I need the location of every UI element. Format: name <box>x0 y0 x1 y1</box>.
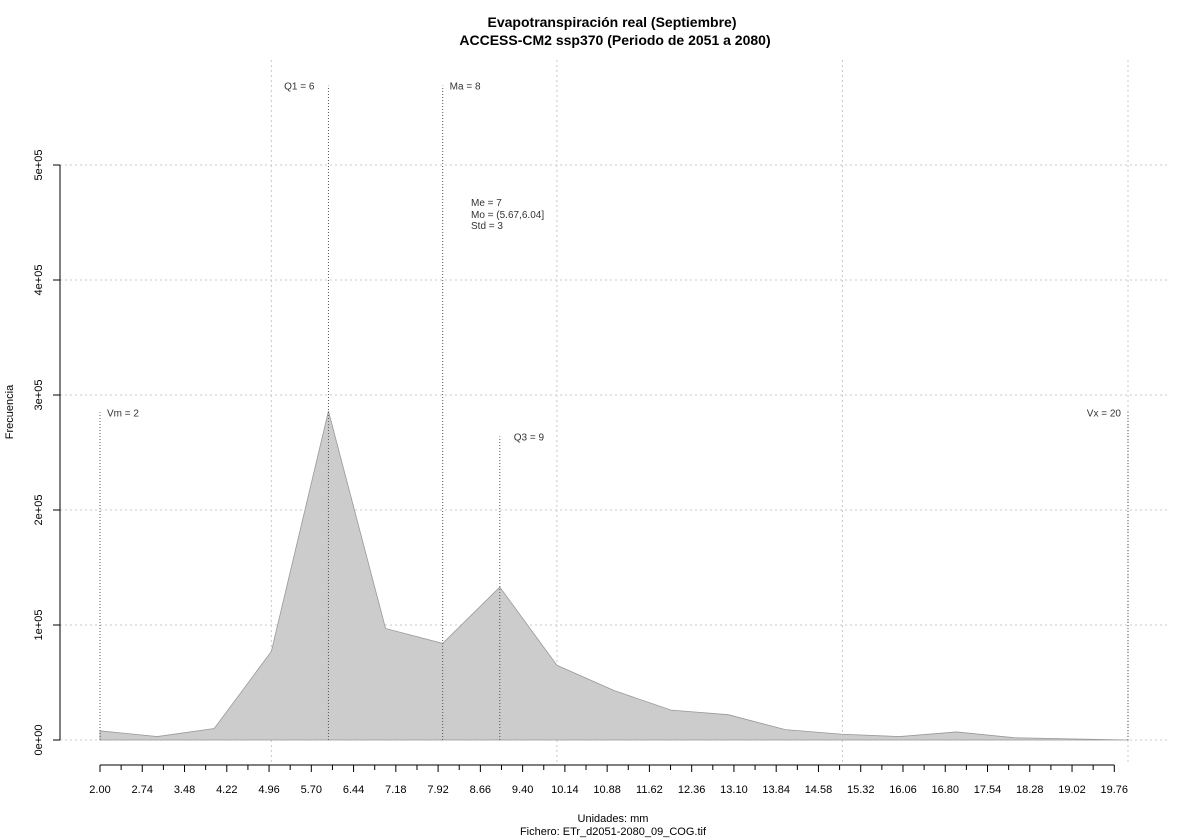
stat-mode: Mo = (5.67,6.04] <box>471 210 544 221</box>
stat-label: Q3 = 9 <box>514 432 545 443</box>
x-tick-label: 4.96 <box>258 784 279 796</box>
x-tick-label: 13.10 <box>720 784 748 796</box>
stat-label: Ma = 8 <box>450 82 481 93</box>
x-tick-label: 9.40 <box>512 784 533 796</box>
x-tick-label: 16.80 <box>931 784 959 796</box>
grid-layer <box>60 60 1170 765</box>
chart-title: Evapotranspiración real (Septiembre) <box>488 14 737 30</box>
x-tick-label: 7.92 <box>427 784 448 796</box>
stat-median: Me = 7 <box>471 198 502 209</box>
x-tick-label: 12.36 <box>678 784 706 796</box>
x-tick-label: 8.66 <box>470 784 491 796</box>
x-tick-label: 6.44 <box>343 784 364 796</box>
x-tick-label: 10.88 <box>593 784 621 796</box>
stat-std: Std = 3 <box>471 221 503 232</box>
axes: 0e+00 1e+05 2e+05 3e+05 4e+05 5e+05 2.00 2.74 3.… <box>33 150 1128 796</box>
x-tick-label: 7.18 <box>385 784 406 796</box>
x-tick-label: 10.14 <box>551 784 579 796</box>
stat-label: Vx = 20 <box>1087 408 1122 419</box>
x-tick-label: 19.02 <box>1058 784 1086 796</box>
y-tick-label: 2e+05 <box>33 495 45 526</box>
x-tick-label: 15.32 <box>847 784 875 796</box>
x-tick-label: 18.28 <box>1016 784 1044 796</box>
x-tick-label: 3.48 <box>174 784 195 796</box>
stat-label: Q1 = 6 <box>284 82 315 93</box>
x-tick-label: 13.84 <box>762 784 790 796</box>
x-tick-label: 4.22 <box>216 784 237 796</box>
x-tick-label: 11.62 <box>636 784 663 796</box>
series-area <box>99 410 1129 741</box>
area-layer <box>99 410 1129 741</box>
x-axis-label: Unidades: mm <box>578 813 649 825</box>
y-tick-label: 4e+05 <box>33 265 45 296</box>
x-tick-label: 5.70 <box>301 784 322 796</box>
x-tick-label: 17.54 <box>974 784 1002 796</box>
x-tick-label: 2.74 <box>132 784 153 796</box>
y-tick-label: 1e+05 <box>33 610 45 641</box>
y-tick-label: 3e+05 <box>33 380 45 411</box>
x-tick-label: 19.76 <box>1101 784 1129 796</box>
y-tick-label: 5e+05 <box>33 150 45 181</box>
y-axis-label: Frecuencia <box>4 384 16 439</box>
chart-subtitle: ACCESS-CM2 ssp370 (Periodo de 2051 a 208… <box>459 32 770 48</box>
stat-lines: Vm = 2 Q1 = 6 Ma = 8 Q3 = 9 Vx = 20 <box>99 82 1129 740</box>
x-tick-label: 16.06 <box>889 784 917 796</box>
file-label: Fichero: ETr_d2051-2080_09_COG.tif <box>520 826 707 838</box>
y-tick-label: 0e+00 <box>33 725 45 756</box>
x-tick-label: 14.58 <box>805 784 833 796</box>
x-tick-label: 2.00 <box>89 784 110 796</box>
stat-label: Vm = 2 <box>107 408 139 419</box>
